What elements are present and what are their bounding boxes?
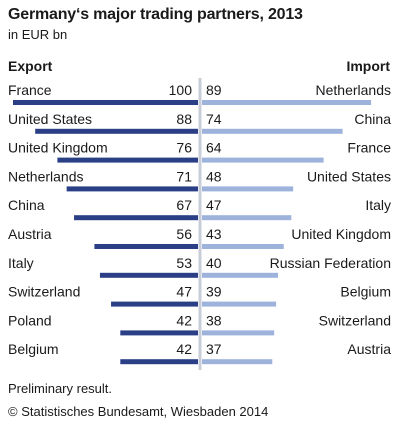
import-bar [202, 301, 277, 307]
import-value-label: 37 [206, 341, 222, 357]
export-category-label: Austria [8, 226, 52, 242]
export-bar [13, 100, 198, 105]
import-category-label: Belgium [340, 284, 391, 300]
export-value-label: 67 [176, 197, 192, 213]
export-bar [35, 128, 199, 134]
import-bar [202, 186, 294, 192]
export-category-label: United States [8, 111, 92, 127]
import-bar [202, 359, 273, 365]
export-value-label: 71 [176, 168, 192, 184]
export-category-label: China [8, 197, 45, 213]
import-category-label: China [354, 111, 391, 127]
import-bar [202, 100, 372, 105]
import-category-label: Netherlands [316, 82, 392, 98]
export-bar [111, 301, 198, 307]
export-category-label: Italy [8, 255, 34, 271]
export-value-label: 47 [176, 284, 192, 300]
export-bar [57, 157, 199, 163]
import-category-label: Austria [347, 341, 391, 357]
import-value-label: 38 [206, 312, 222, 328]
import-category-label: United Kingdom [291, 226, 391, 242]
export-bar [94, 244, 198, 249]
export-value-label: 42 [176, 312, 192, 328]
import-category-label: United States [307, 168, 391, 184]
export-header: Export [8, 58, 53, 74]
export-bar [66, 186, 199, 192]
import-value-label: 43 [206, 226, 222, 242]
import-bar [202, 272, 278, 278]
source-note: © Statistisches Bundesamt, Wiesbaden 201… [8, 404, 269, 419]
import-bar [202, 128, 343, 134]
import-value-label: 64 [206, 140, 222, 156]
import-value-label: 39 [206, 284, 222, 300]
import-bar [202, 157, 324, 163]
import-value-label: 47 [206, 197, 222, 213]
export-value-label: 56 [176, 226, 192, 242]
export-category-label: Netherlands [8, 168, 84, 184]
export-bar [99, 272, 198, 278]
export-value-label: 76 [176, 140, 192, 156]
import-category-label: Switzerland [319, 312, 391, 328]
import-value-label: 48 [206, 168, 222, 184]
export-bar [120, 330, 198, 336]
export-category-label: United Kingdom [8, 140, 108, 156]
import-bar [202, 330, 275, 336]
import-value-label: 40 [206, 255, 222, 271]
import-value-label: 89 [206, 82, 222, 98]
chart-title: Germany‘s major trading partners, 2013 [8, 6, 303, 23]
export-category-label: Belgium [8, 341, 59, 357]
export-category-label: France [8, 82, 52, 98]
export-bar [74, 215, 198, 221]
import-bar [202, 215, 292, 221]
import-category-label: France [347, 140, 391, 156]
export-value-label: 53 [176, 255, 192, 271]
import-header: Import [346, 58, 390, 74]
export-value-label: 42 [176, 341, 192, 357]
export-value-label: 100 [169, 82, 193, 98]
import-bar [202, 244, 284, 249]
import-value-label: 74 [206, 111, 222, 127]
export-value-label: 88 [176, 111, 192, 127]
import-category-label: Italy [365, 197, 391, 213]
footnote: Preliminary result. [8, 381, 113, 396]
export-category-label: Switzerland [8, 284, 80, 300]
export-bar [120, 359, 198, 365]
export-category-label: Poland [8, 312, 52, 328]
chart-subtitle: in EUR bn [8, 27, 68, 42]
import-category-label: Russian Federation [270, 255, 391, 271]
